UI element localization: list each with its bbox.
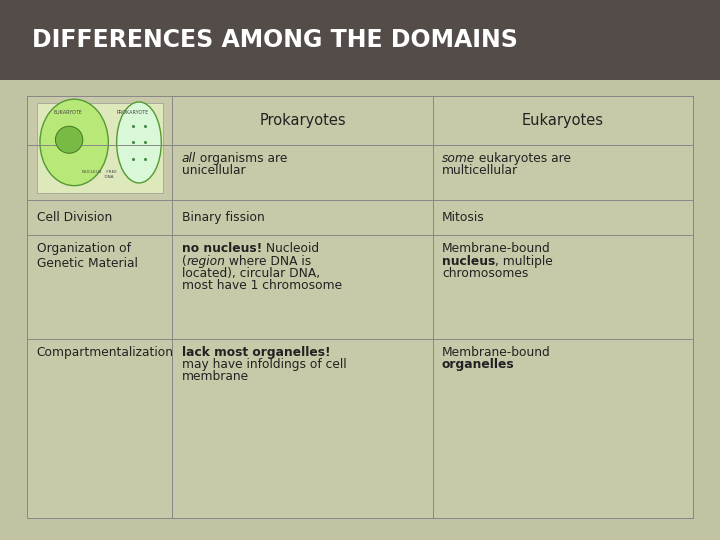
Text: EUKARYOTE: EUKARYOTE bbox=[53, 110, 82, 115]
Text: DIFFERENCES AMONG THE DOMAINS: DIFFERENCES AMONG THE DOMAINS bbox=[32, 28, 518, 52]
Text: Mitosis: Mitosis bbox=[442, 211, 485, 224]
Text: unicellular: unicellular bbox=[181, 164, 246, 177]
Text: eukaryotes are: eukaryotes are bbox=[475, 152, 571, 165]
Bar bbox=[27, 96, 693, 518]
Text: PROKARYOTE: PROKARYOTE bbox=[116, 110, 148, 115]
Bar bbox=[37, 103, 163, 193]
Text: multicellular: multicellular bbox=[442, 164, 518, 177]
Text: may have infoldings of cell: may have infoldings of cell bbox=[181, 358, 346, 371]
Text: membrane: membrane bbox=[181, 370, 249, 383]
Text: organelles: organelles bbox=[442, 358, 515, 371]
Text: Membrane-bound: Membrane-bound bbox=[442, 346, 551, 359]
Text: most have 1 chromosome: most have 1 chromosome bbox=[181, 279, 342, 292]
Ellipse shape bbox=[117, 102, 161, 183]
Ellipse shape bbox=[55, 126, 83, 153]
Text: Cell Division: Cell Division bbox=[37, 211, 112, 224]
Text: chromosomes: chromosomes bbox=[442, 267, 528, 280]
Text: Binary fission: Binary fission bbox=[181, 211, 264, 224]
Text: lack most organelles!: lack most organelles! bbox=[181, 346, 330, 359]
Text: Organization of
Genetic Material: Organization of Genetic Material bbox=[37, 242, 138, 271]
Text: Nucleoid: Nucleoid bbox=[262, 242, 319, 255]
Text: organisms are: organisms are bbox=[196, 152, 287, 165]
Text: no nucleus!: no nucleus! bbox=[181, 242, 262, 255]
Text: all: all bbox=[181, 152, 196, 165]
Text: Compartmentalization: Compartmentalization bbox=[37, 346, 174, 359]
Text: region: region bbox=[186, 255, 225, 268]
Text: Prokaryotes: Prokaryotes bbox=[259, 113, 346, 128]
Text: located), circular DNA,: located), circular DNA, bbox=[181, 267, 320, 280]
Text: where DNA is: where DNA is bbox=[225, 255, 312, 268]
Ellipse shape bbox=[40, 99, 109, 186]
Bar bbox=[0, 0, 720, 80]
Text: NUCLEUS    FREE
              DNA: NUCLEUS FREE DNA bbox=[82, 170, 117, 179]
Text: Membrane-bound: Membrane-bound bbox=[442, 242, 551, 255]
Text: (: ( bbox=[181, 255, 186, 268]
Text: , multiple: , multiple bbox=[495, 255, 553, 268]
Text: nucleus: nucleus bbox=[442, 255, 495, 268]
Text: some: some bbox=[442, 152, 475, 165]
Text: Eukaryotes: Eukaryotes bbox=[521, 113, 603, 128]
